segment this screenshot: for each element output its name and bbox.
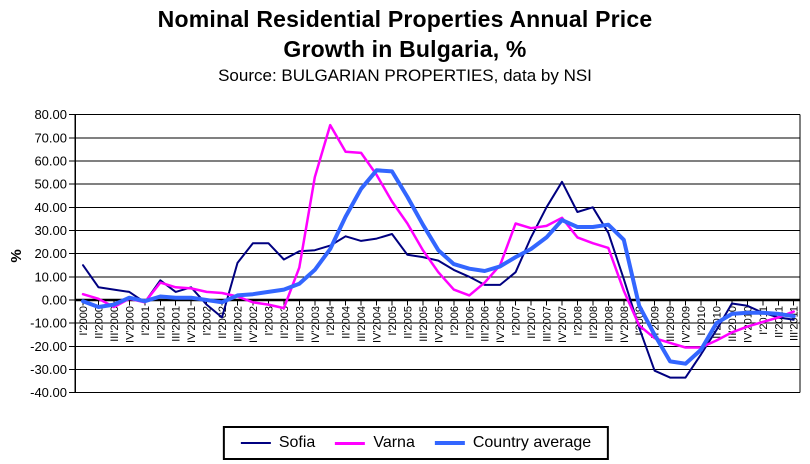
x-tick-label: IV'2004 bbox=[372, 306, 384, 343]
x-tick-label: I'2006 bbox=[449, 306, 461, 336]
x-tick-label: III'2009 bbox=[665, 306, 677, 342]
x-tick-label: I'2004 bbox=[325, 306, 337, 336]
y-tick-label: 70.00 bbox=[34, 130, 67, 145]
axis-frame bbox=[74, 114, 801, 393]
legend-label-country-average: Country average bbox=[472, 434, 592, 451]
x-tick-label: IV'2001 bbox=[186, 306, 198, 343]
legend-item-sofia: Sofia bbox=[240, 434, 316, 452]
x-tick-label: I'2001 bbox=[140, 306, 152, 336]
y-tick-label: 50.00 bbox=[34, 177, 67, 192]
series-line-country-average bbox=[81, 168, 796, 366]
x-tick-label: III'2005 bbox=[418, 306, 430, 342]
x-axis-labels: I'2000 II'2000 III'2000 IV'2000 I'2001 II'200… bbox=[78, 306, 801, 343]
legend: Sofia Varna Country average bbox=[222, 426, 610, 460]
y-tick-label: 80.00 bbox=[34, 107, 67, 122]
x-tick-label: IV'2009 bbox=[681, 306, 693, 343]
chart-title-block: Nominal Residential Properties Annual Pr… bbox=[0, 4, 810, 87]
country-average-line-swatch bbox=[434, 441, 465, 445]
y-tick-label: 0.00 bbox=[42, 293, 67, 308]
x-tick-label: II'2007 bbox=[526, 306, 538, 339]
y-tick-label: 10.00 bbox=[34, 269, 67, 284]
chart-title-line2: Growth in Bulgaria, % bbox=[283, 36, 527, 62]
x-tick-label: III'2000 bbox=[109, 306, 121, 342]
x-tick-label: II'2004 bbox=[341, 306, 353, 339]
x-tick-label: II'2000 bbox=[93, 306, 105, 339]
x-tick-label: I'2010 bbox=[696, 306, 708, 336]
x-tick-label: II'2008 bbox=[588, 306, 600, 339]
varna-line-swatch bbox=[335, 441, 366, 445]
y-tick-label: -40.00 bbox=[30, 385, 67, 400]
y-tick-label: -30.00 bbox=[30, 362, 67, 377]
legend-label-sofia: Sofia bbox=[278, 434, 316, 451]
x-tick-label: I'2005 bbox=[387, 306, 399, 336]
y-tick-label: 20.00 bbox=[34, 246, 67, 261]
x-tick-label: III'2007 bbox=[542, 306, 554, 342]
series-line-varna bbox=[81, 123, 795, 349]
x-tick-label: IV'2002 bbox=[248, 306, 260, 343]
x-tick-label: I'2008 bbox=[572, 306, 584, 336]
x-tick-label: IV'2008 bbox=[619, 306, 631, 343]
legend-item-varna: Varna bbox=[335, 434, 415, 452]
x-tick-label: IV'2005 bbox=[433, 306, 445, 343]
x-tick-label: III'2001 bbox=[171, 306, 183, 342]
x-tick-label: I'2002 bbox=[202, 306, 214, 336]
legend-label-varna: Varna bbox=[373, 434, 415, 451]
x-tick-label: II'2011 bbox=[773, 306, 785, 338]
x-tick-label: III'2004 bbox=[356, 306, 368, 342]
y-tick-label: 40.00 bbox=[34, 200, 67, 215]
x-tick-label: II'2006 bbox=[464, 306, 476, 339]
x-tick-label: III'2010 bbox=[727, 306, 739, 342]
x-tick-label: II'2002 bbox=[217, 306, 229, 339]
legend-item-country-average: Country average bbox=[434, 434, 592, 452]
x-tick-label: III'2008 bbox=[603, 306, 615, 342]
y-tick-label: -20.00 bbox=[30, 339, 67, 354]
y-gridlines bbox=[69, 114, 800, 394]
x-tick-label: II'2005 bbox=[402, 306, 414, 339]
x-tick-label: IV'2000 bbox=[124, 306, 136, 343]
y-tick-label: -10.00 bbox=[30, 316, 67, 331]
x-tick-label: IV'2003 bbox=[310, 306, 322, 343]
y-axis-labels: 80.00 70.00 60.00 50.00 40.00 30.00 20.00 10.00… bbox=[30, 107, 67, 400]
x-tick-label: II'2001 bbox=[155, 306, 167, 339]
x-tick-label: III'2002 bbox=[233, 306, 245, 342]
x-tick-label: I'2000 bbox=[78, 306, 90, 336]
x-tick-label: IV'2007 bbox=[557, 306, 569, 343]
x-tick-label: I'2003 bbox=[263, 306, 275, 336]
x-tick-label: IV'2006 bbox=[495, 306, 507, 343]
chart-subtitle: Source: BULGARIAN PROPERTIES, data by NS… bbox=[218, 66, 592, 85]
y-tick-label: 30.00 bbox=[34, 223, 67, 238]
y-tick-label: 60.00 bbox=[34, 153, 67, 168]
x-tick-label: IV'2010 bbox=[742, 306, 754, 343]
x-tick-label: II'2003 bbox=[279, 306, 291, 339]
x-tick-label: I'2007 bbox=[511, 306, 523, 336]
chart-title-line1: Nominal Residential Properties Annual Pr… bbox=[157, 6, 653, 32]
x-tick-label: III'2003 bbox=[294, 306, 306, 342]
x-tick-label: III'2006 bbox=[480, 306, 492, 342]
sofia-line-swatch bbox=[240, 442, 271, 444]
y-axis-title: % bbox=[8, 249, 25, 262]
